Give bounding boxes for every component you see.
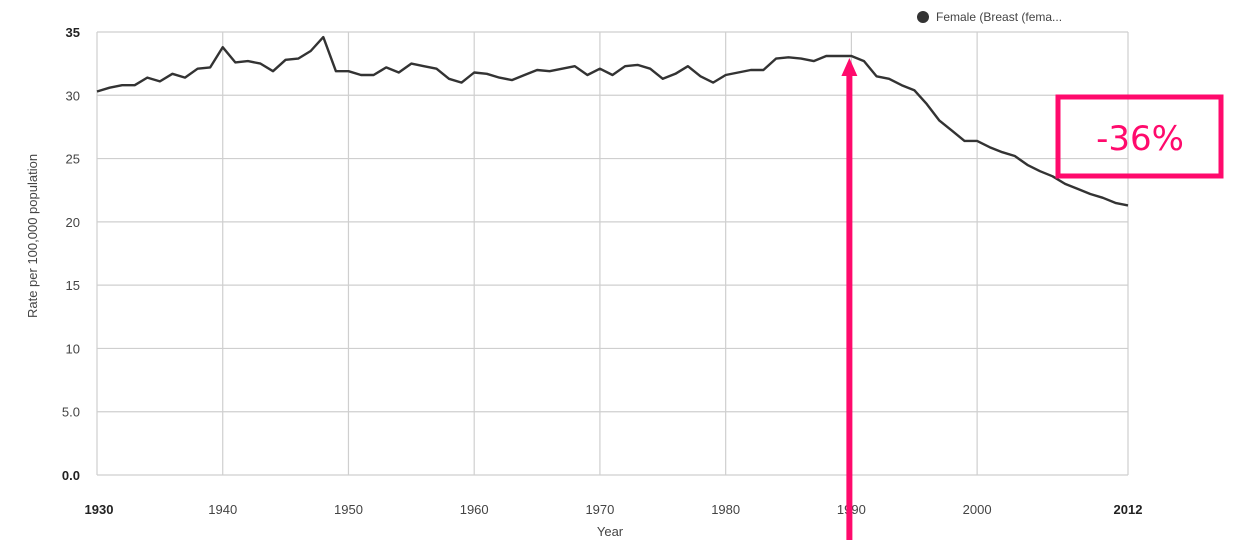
x-tick-label: 1980	[711, 502, 740, 517]
x-tick-label: 1950	[334, 502, 363, 517]
y-tick-label: 20	[66, 215, 80, 230]
y-tick-label: 5.0	[62, 405, 80, 420]
legend-label: Female (Breast (fema...	[936, 10, 1062, 24]
x-tick-label: 2000	[963, 502, 992, 517]
x-tick-label: 1930	[85, 502, 114, 517]
x-tick-label: 1970	[585, 502, 614, 517]
series-lines	[96, 35, 1129, 207]
grid-lines	[96, 31, 1129, 476]
x-tick-label: 2012	[1114, 502, 1143, 517]
arrow-up-icon	[841, 58, 858, 76]
y-tick-label: 35	[66, 25, 80, 40]
y-tick-label: 15	[66, 278, 80, 293]
callout-box	[1055, 94, 1224, 179]
y-tick-label: 30	[66, 88, 80, 103]
y-tick-label: 0.0	[62, 468, 80, 483]
x-tick-label: 1940	[208, 502, 237, 517]
y-axis-title: Rate per 100,000 population	[25, 154, 40, 318]
legend[interactable]: Female (Breast (fema...	[917, 10, 1062, 24]
x-tick-label: 1960	[460, 502, 489, 517]
series-line	[96, 35, 1129, 207]
x-axis-title: Year	[597, 524, 624, 539]
legend-swatch-icon	[917, 11, 929, 23]
annotations: -36%	[841, 58, 1224, 540]
y-tick-label: 25	[66, 152, 80, 167]
y-tick-label: 10	[66, 341, 80, 356]
x-axis-ticks: 193019401950196019701980199020002012	[85, 502, 1143, 517]
callout-text: -36%	[1096, 119, 1184, 159]
y-axis-ticks: 0.0 5.0 10 15 20 25 30 35	[62, 25, 80, 483]
